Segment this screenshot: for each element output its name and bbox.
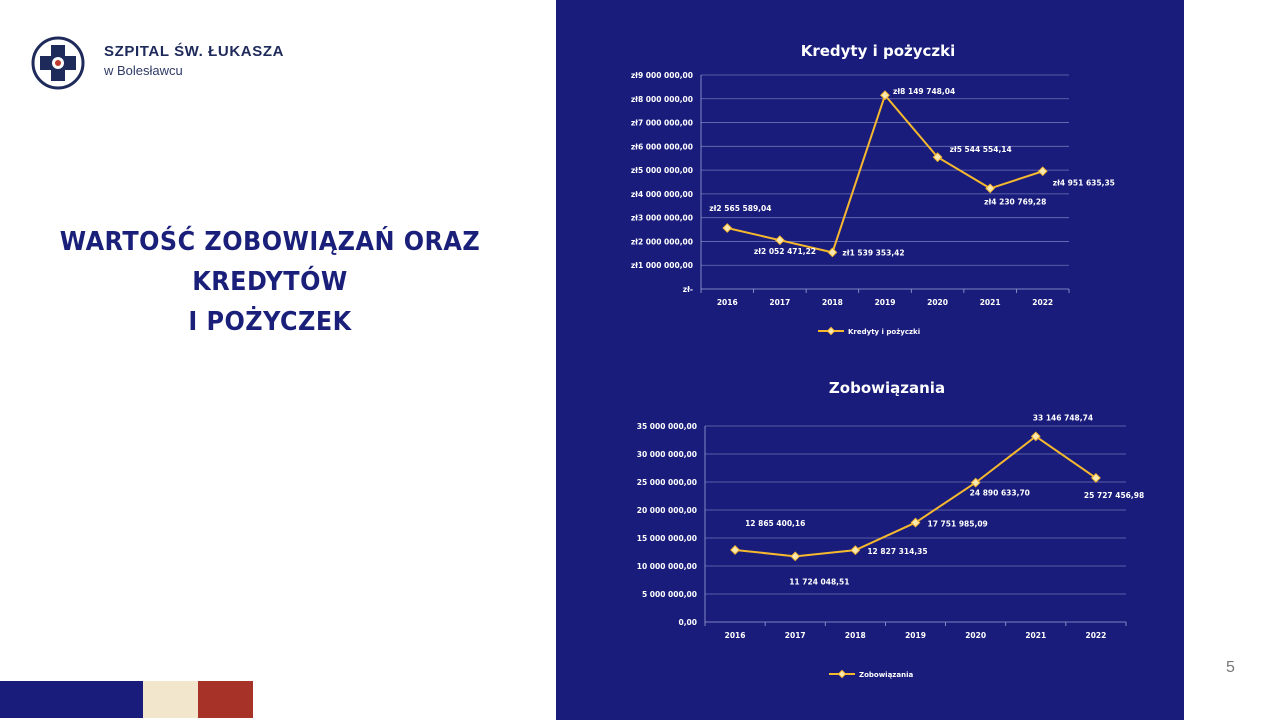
- y-tick-label: zł8 000 000,00: [631, 95, 693, 104]
- slide-title: WARTOŚĆ ZOBOWIĄZAŃ ORAZ KREDYTÓW I POŻYC…: [20, 222, 520, 342]
- x-tick-label: 2022: [1085, 631, 1106, 640]
- data-point-marker: [790, 551, 801, 562]
- y-tick-label: 0,00: [678, 618, 697, 627]
- x-tick-label: 2017: [769, 298, 790, 307]
- chart-title: Zobowiązania: [829, 379, 945, 397]
- legend-marker: [826, 326, 836, 336]
- data-label: zł5 544 554,14: [950, 145, 1012, 154]
- hospital-logo-icon: [31, 36, 85, 90]
- y-tick-label: 30 000 000,00: [637, 450, 697, 459]
- footer-bar-cream: [143, 681, 198, 718]
- legend-label: Kredyty i pożyczki: [848, 328, 920, 336]
- loans-chart: Kredyty i pożyczki zł9 000 000,00 zł8 000 …: [631, 42, 1115, 336]
- data-label: zł4 230 769,28: [984, 197, 1046, 206]
- x-tick-label: 2016: [717, 298, 738, 307]
- chart-title: Kredyty i pożyczki: [801, 42, 956, 60]
- footer-bar-red: [198, 681, 253, 718]
- slide-title-line-3: I POŻYCZEK: [188, 307, 352, 337]
- x-tick-label: 2018: [845, 631, 866, 640]
- organization-name: SZPITAL ŚW. ŁUKASZA: [104, 43, 285, 60]
- y-tick-label: 5 000 000,00: [642, 590, 697, 599]
- data-point-marker: [850, 545, 861, 556]
- data-point-marker: [970, 477, 981, 488]
- y-tick-label: zł9 000 000,00: [631, 71, 693, 80]
- data-label: 11 724 048,51: [789, 577, 849, 586]
- data-point-marker: [774, 235, 785, 246]
- data-point-marker: [880, 90, 890, 101]
- x-tick-label: 2022: [1032, 298, 1053, 307]
- data-label: zł8 149 748,04: [893, 87, 955, 96]
- x-tick-label: 2021: [1025, 631, 1046, 640]
- data-point-marker: [910, 517, 921, 528]
- page-number: 5: [1226, 659, 1235, 676]
- data-point-marker: [730, 545, 740, 555]
- data-label: 17 751 985,09: [928, 520, 988, 529]
- liabilities-chart: Zobowiązania 35 000 000,00 30 000 000,00 25…: [637, 379, 1144, 679]
- y-tick-label: zł2 000 000,00: [631, 237, 693, 246]
- data-label: zł1 539 353,42: [842, 248, 904, 257]
- data-point-marker: [722, 223, 733, 233]
- x-tick-label: 2017: [785, 631, 806, 640]
- legend-marker: [837, 669, 847, 679]
- y-tick-label: zł3 000 000,00: [631, 214, 693, 223]
- y-tick-label: zł7 000 000,00: [631, 119, 693, 128]
- data-point-marker: [827, 247, 838, 258]
- slide-title-line-2: KREDYTÓW: [192, 267, 348, 297]
- y-tick-label: 10 000 000,00: [637, 562, 697, 571]
- data-label: 24 890 633,70: [970, 489, 1030, 498]
- footer-bar-navy: [0, 681, 143, 718]
- x-tick-label: 2019: [875, 298, 896, 307]
- y-tick-label: 15 000 000,00: [637, 534, 697, 543]
- y-tick-label: 25 000 000,00: [637, 478, 697, 487]
- organization-name-block: SZPITAL ŚW. ŁUKASZA w Bolesławcu: [104, 43, 284, 78]
- data-label: zł2 052 471,22: [754, 247, 816, 256]
- data-label: 33 146 748,74: [1033, 413, 1093, 422]
- series-line: [727, 93, 1044, 254]
- x-tick-label: 2020: [965, 631, 986, 640]
- charts-panel: Kredyty i pożyczki zł9 000 000,00 zł8 000 …: [556, 0, 1184, 720]
- data-label: zł4 951 635,35: [1053, 178, 1115, 187]
- data-point-marker: [1037, 166, 1048, 177]
- y-tick-label: 20 000 000,00: [637, 506, 697, 515]
- organization-city: w Bolesławcu: [104, 63, 183, 78]
- x-tick-label: 2018: [822, 298, 843, 307]
- y-tick-label: 35 000 000,00: [637, 422, 697, 431]
- x-tick-label: 2020: [927, 298, 948, 307]
- data-point-marker: [1030, 431, 1041, 442]
- x-tick-label: 2016: [725, 631, 746, 640]
- data-point-marker: [932, 152, 943, 163]
- data-label: 12 865 400,16: [745, 519, 805, 528]
- legend-label: Zobowiązania: [859, 671, 913, 679]
- data-point-marker: [985, 183, 996, 194]
- x-tick-label: 2019: [905, 631, 926, 640]
- y-tick-label: zł6 000 000,00: [631, 142, 693, 151]
- x-tick-label: 2021: [980, 298, 1001, 307]
- slide-title-line-1: WARTOŚĆ ZOBOWIĄZAŃ ORAZ: [59, 227, 481, 257]
- data-label: zł2 565 589,04: [709, 204, 771, 213]
- y-tick-label: zł1 000 000,00: [631, 261, 693, 270]
- data-label: 12 827 314,35: [867, 547, 927, 556]
- y-tick-label: zł-: [683, 285, 693, 294]
- data-label: 25 727 456,98: [1084, 491, 1144, 500]
- data-point-marker: [1091, 473, 1101, 483]
- y-tick-label: zł5 000 000,00: [631, 166, 693, 175]
- y-tick-label: zł4 000 000,00: [631, 190, 693, 199]
